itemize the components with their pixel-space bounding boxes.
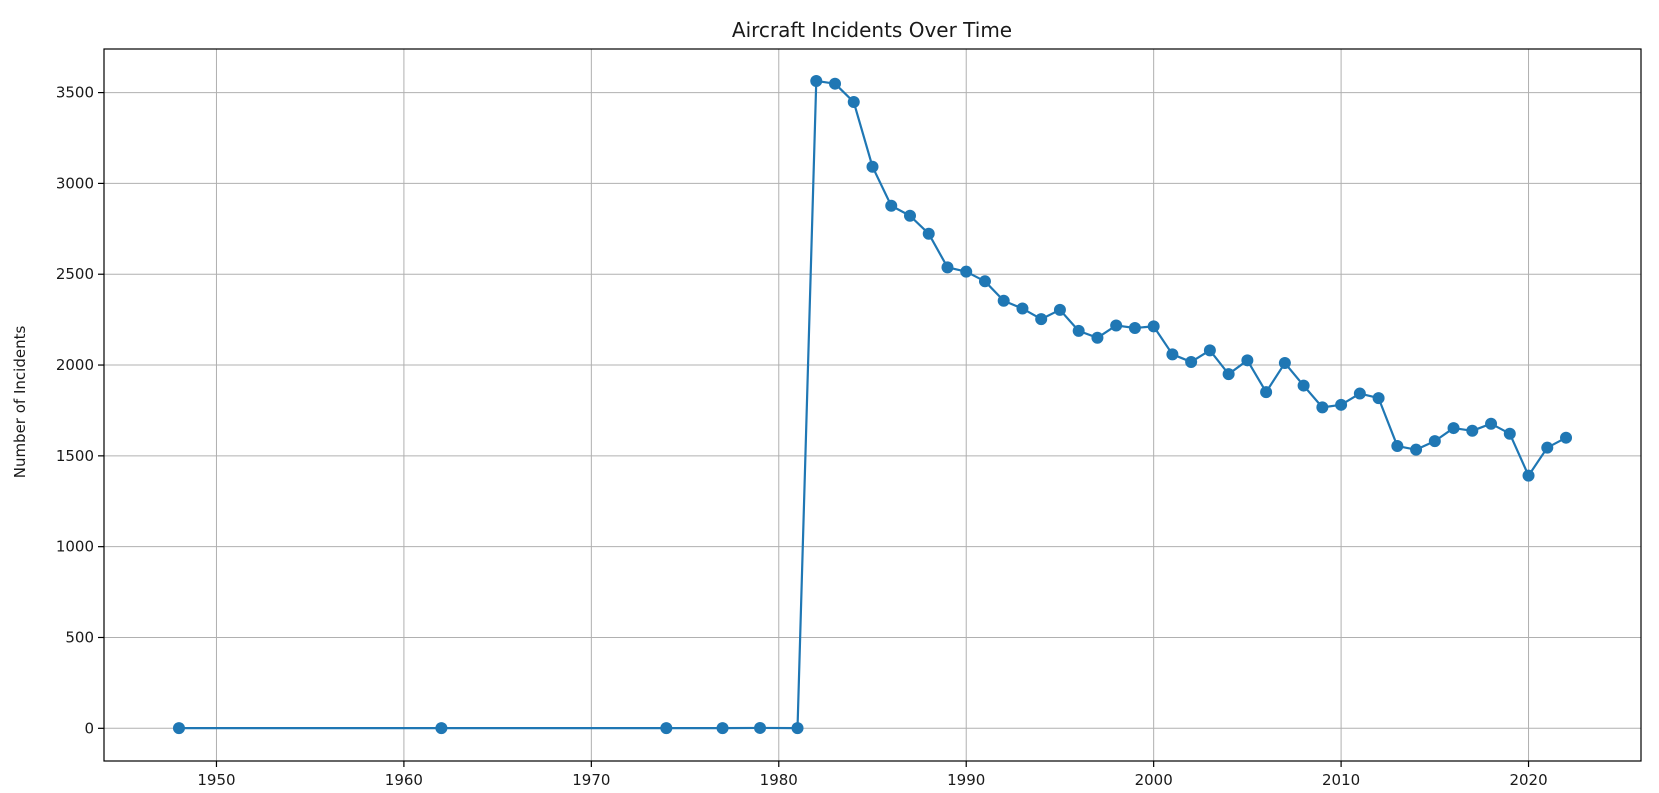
plot-frame [103,48,1642,762]
data-point [1560,431,1573,444]
data-point [1185,355,1198,368]
data-point [1335,398,1348,411]
data-point [1091,331,1104,344]
x-tick-label: 1950 [197,771,235,789]
series-line-0 [178,79,1567,730]
data-point [1372,392,1385,405]
data-point [1147,320,1160,333]
data-point [1222,368,1235,381]
data-point [754,721,767,734]
axis-layer: 1950 1960 1970 1980 1990 2000 2010 2020 0 500 1000… [56,48,1642,789]
data-point [716,722,729,735]
y-tick-label: 3500 [56,84,94,102]
data-point [1410,443,1423,456]
data-point [1260,386,1273,399]
data-point [1297,379,1310,392]
data-point [997,294,1010,307]
data-point [1241,354,1254,367]
x-tick-label: 1990 [947,771,985,789]
data-point [1316,401,1329,414]
data-point [791,722,804,735]
data-point [847,96,860,109]
y-tick-label: 500 [65,628,94,646]
data-point [1522,469,1535,482]
data-point [1541,441,1554,454]
data-point [960,265,973,278]
y-tick-label: 2500 [56,265,94,283]
data-point [1166,348,1179,361]
data-point [1391,440,1404,453]
y-tick-label: 1500 [56,447,94,465]
data-point [1428,435,1441,448]
y-tick-label: 2000 [56,356,94,374]
y-tick-label: 0 [84,719,94,737]
data-point [978,275,991,288]
x-tick-label: 1960 [385,771,423,789]
chart-title: Aircraft Incidents Over Time [732,18,1012,42]
data-point [1278,357,1291,370]
data-point [1035,313,1048,326]
grid-layer [104,49,1641,761]
data-point [810,74,823,87]
y-axis-label: Number of Incidents [11,326,29,479]
data-point [885,199,898,212]
data-point [903,209,916,222]
data-point [1447,422,1460,435]
data-point [1110,319,1123,332]
data-point [172,722,185,735]
data-point [1016,302,1029,315]
data-point [941,261,954,274]
x-tick-label: 1980 [760,771,798,789]
data-point [922,227,935,240]
y-tick-label: 1000 [56,538,94,556]
data-point [1503,427,1516,440]
x-tick-label: 1970 [572,771,610,789]
data-point [1203,344,1216,357]
data-point [1466,424,1479,437]
x-tick-label: 2020 [1509,771,1547,789]
data-point [1485,417,1498,430]
x-tick-label: 2000 [1135,771,1173,789]
data-point [1053,303,1066,316]
data-point [435,722,448,735]
data-point [1072,324,1085,337]
data-point [829,77,842,90]
series-layer [172,74,1573,735]
data-point [660,722,673,735]
x-tick-label: 2010 [1322,771,1360,789]
data-point [1128,321,1141,334]
data-point [866,160,879,173]
y-tick-label: 3000 [56,174,94,192]
data-point [1353,387,1366,400]
